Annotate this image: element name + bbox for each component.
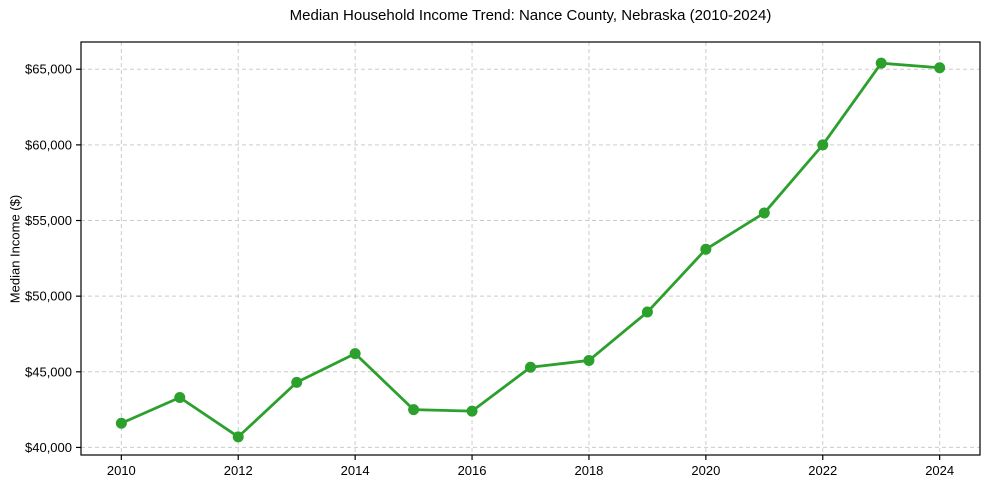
x-tick-label: 2018 (574, 463, 603, 478)
data-point-2013 (291, 376, 303, 388)
data-point-2023 (875, 57, 887, 69)
y-tick-label: $65,000 (25, 62, 72, 77)
data-point-2014 (349, 348, 361, 360)
y-tick-label: $60,000 (25, 137, 72, 152)
x-tick-label: 2024 (925, 463, 954, 478)
data-point-2011 (174, 392, 186, 404)
chart-title: Median Household Income Trend: Nance Cou… (289, 7, 772, 24)
y-tick-label: $50,000 (25, 289, 72, 304)
x-tick-label: 2010 (107, 463, 136, 478)
data-point-2024 (934, 62, 946, 74)
x-tick-label: 2014 (341, 463, 370, 478)
x-tick-label: 2012 (224, 463, 253, 478)
data-point-2017 (525, 361, 536, 373)
data-point-2016 (466, 405, 478, 417)
y-tick-label: $55,000 (25, 213, 72, 228)
data-point-2021 (758, 207, 770, 219)
y-tick-label: $45,000 (25, 364, 72, 379)
data-point-2020 (700, 243, 712, 255)
trend-line (119, 61, 942, 439)
x-tick-label: 2016 (458, 463, 487, 478)
plot-frame (80, 41, 981, 456)
data-point-2019 (641, 306, 653, 318)
data-point-2010 (115, 417, 127, 429)
x-tick-label: 2020 (691, 463, 720, 478)
x-tick-label: 2022 (808, 463, 837, 478)
y-tick-label: $40,000 (25, 440, 72, 455)
data-point-2015 (408, 404, 420, 416)
data-point-2022 (817, 139, 829, 151)
data-point-2018 (583, 354, 595, 366)
data-point-2012 (232, 431, 244, 443)
